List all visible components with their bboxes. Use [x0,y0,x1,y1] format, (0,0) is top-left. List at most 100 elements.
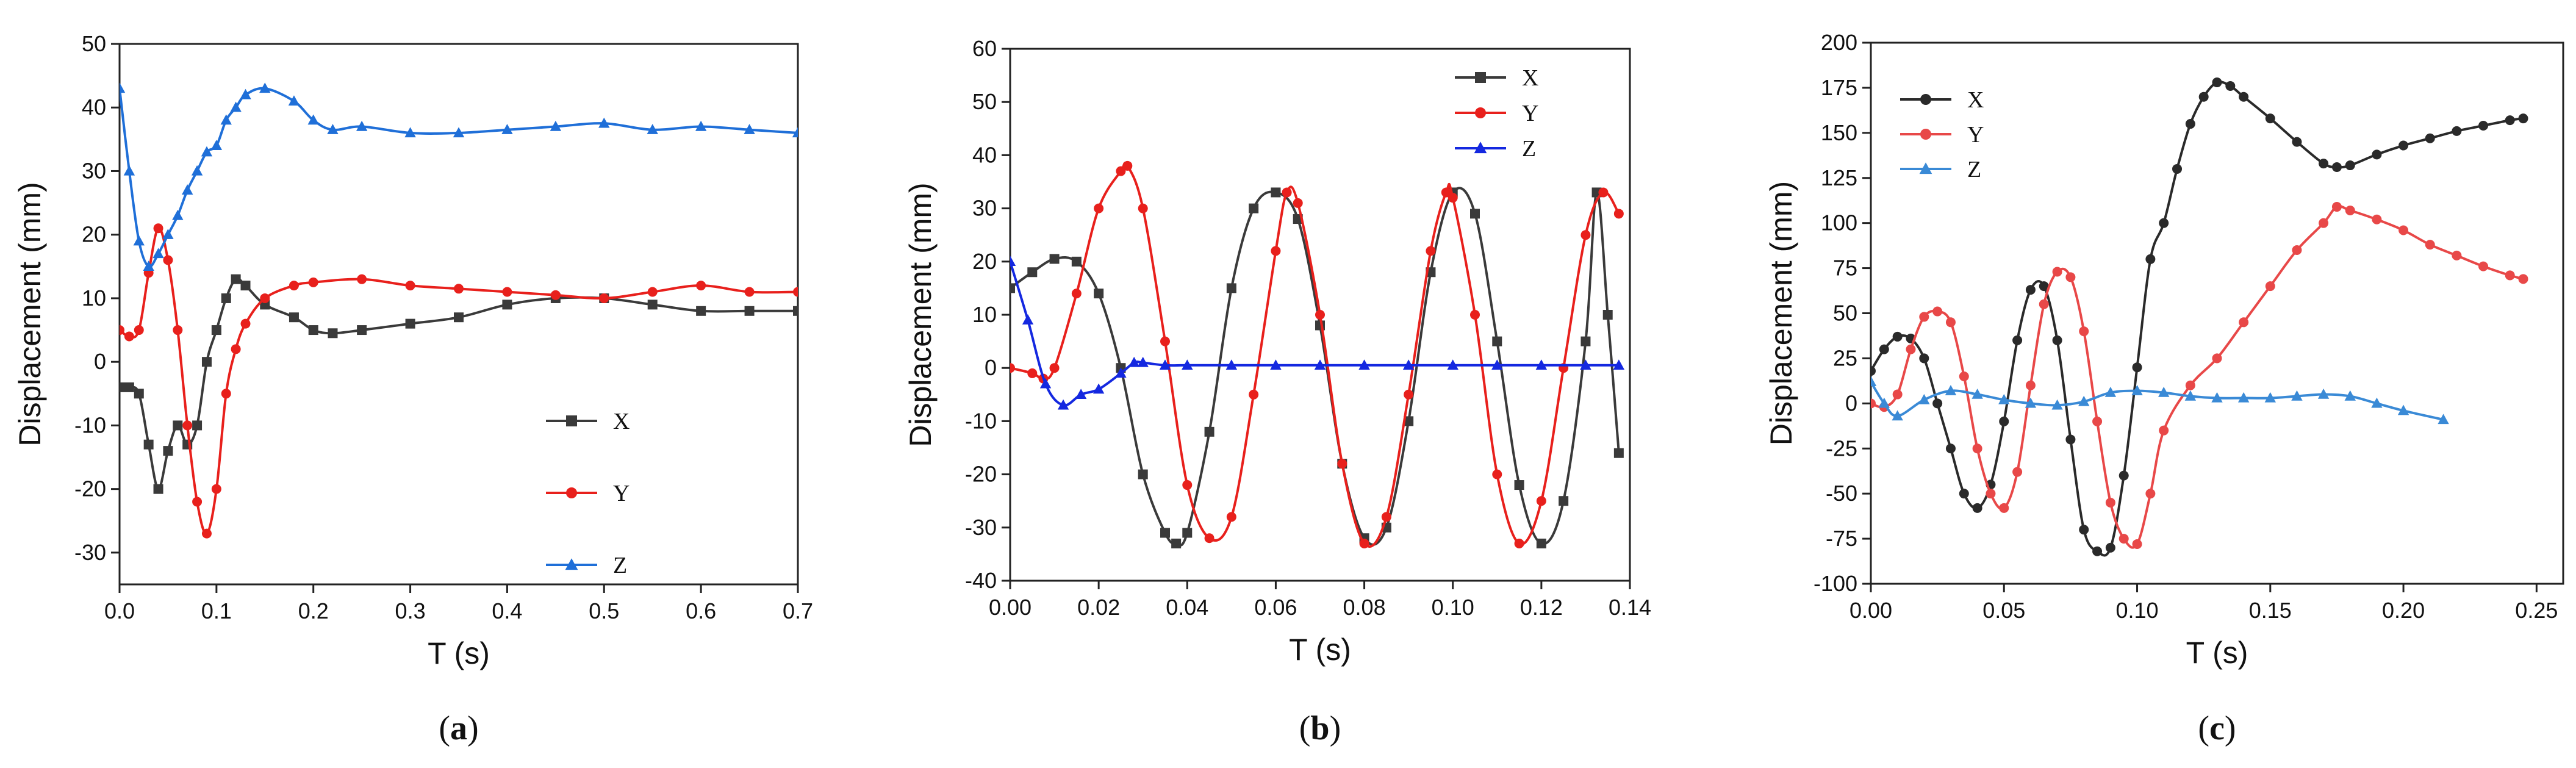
series-y-point [1906,344,1916,354]
series-y-point [1337,459,1347,469]
panel-caption: (a) [439,709,478,747]
series-y-point [134,325,144,336]
series-x-point [120,382,124,392]
series-x-point [1932,398,1943,409]
series-x-point [1559,496,1569,506]
series-z-point [1971,388,1983,399]
series-x-point [240,281,251,291]
series-y-point [2518,274,2528,284]
series-y-point [1613,209,1624,219]
x-tick-label: 0.5 [589,598,619,623]
series-z-point [2397,404,2409,415]
series-y-point [1871,398,1876,409]
series-x-point [2319,159,2329,169]
y-tick-label: -75 [1826,526,1857,551]
series-x-point [1138,469,1148,479]
series-z-point [230,101,242,112]
series-z-point [2344,390,2356,401]
series-x-markers [1010,187,1624,548]
series-x-point [1959,489,1969,499]
series-z-point [191,165,203,176]
series-y-point [1315,310,1325,320]
plot-area [1871,77,2528,557]
series-z-point [1057,399,1069,410]
series-z-point [1075,389,1087,399]
series-z-point [453,127,465,138]
series-y-point [2039,299,2049,309]
y-tick-label: 100 [1821,210,1857,235]
legend-z-label: Z [1967,157,1981,182]
caption-letter: c [2209,709,2225,747]
series-z-markers [1871,376,2449,425]
x-tick-label: 0.7 [783,598,813,623]
legend-x-label: X [1522,65,1538,91]
series-z-point [695,120,707,131]
series-y-point [192,497,203,507]
series-x-point [173,420,183,431]
series-y-point [502,287,512,297]
series-y-point [1182,480,1193,490]
series-y-point [1959,371,1969,381]
series-z-point [143,260,154,271]
series-y-point [2025,380,2036,390]
series-x-point [1580,336,1591,346]
series-y-point [2145,489,2156,499]
series-x-markers [120,274,798,494]
series-y-point [1945,317,1956,328]
series-y-point [1999,503,2009,513]
series-x-point [696,306,706,316]
y-axis-label: Displacement (mm) [1764,181,1798,445]
series-y-point [1271,246,1281,256]
series-x-point [2145,254,2156,264]
series-x-point [744,306,755,316]
y-tick-label: 0 [1845,390,1857,415]
series-x-point [2225,81,2236,91]
series-y-point [1932,306,1943,317]
series-z-point [201,146,213,157]
series-z-point [2211,392,2223,403]
legend-x-marker [1475,72,1486,83]
y-tick-label: -40 [965,568,997,593]
series-z-point [1918,393,1930,404]
series-x-point [163,446,173,456]
x-tick-label: 0.3 [395,598,426,623]
series-x-point [1892,331,1903,342]
series-y-point [1536,496,1546,506]
series-y-point [2185,380,2195,390]
series-y-point [289,281,299,291]
series-y-point [1293,198,1303,208]
series-y-point [2265,281,2275,292]
series-z-point [404,127,416,138]
series-y-point [163,255,173,265]
series-y-point [1441,187,1451,198]
series-x-point [1182,528,1193,538]
series-x-point [2159,218,2169,228]
series-z-point [1225,359,1238,370]
series-x-point [2132,362,2142,373]
series-y-point [2345,205,2355,215]
series-x-point [502,300,512,310]
series-y-point [2105,497,2115,508]
series-z-point [1580,359,1591,370]
y-tick-label: -25 [1826,436,1857,461]
series-z-point [1270,359,1282,370]
x-tick-label: 0.15 [2249,598,2292,623]
series-x-point [2052,335,2062,345]
y-tick-label: 50 [972,89,997,114]
series-x-point [2119,470,2129,481]
y-tick-label: 40 [82,95,106,120]
series-x-point [2105,542,2115,553]
series-z-point [152,248,164,259]
series-x-point [2292,137,2302,147]
series-z-point [288,95,300,106]
series-x-point [1470,209,1480,219]
y-tick-label: 150 [1821,120,1857,145]
x-tick-label: 0.08 [1343,595,1386,620]
series-z-point [1159,359,1171,370]
legend-z-label: Z [613,553,627,578]
series-y-point [1598,187,1609,198]
series-y-point [2505,270,2515,281]
series-x-point [1404,416,1414,426]
series-y-point [2398,225,2409,235]
